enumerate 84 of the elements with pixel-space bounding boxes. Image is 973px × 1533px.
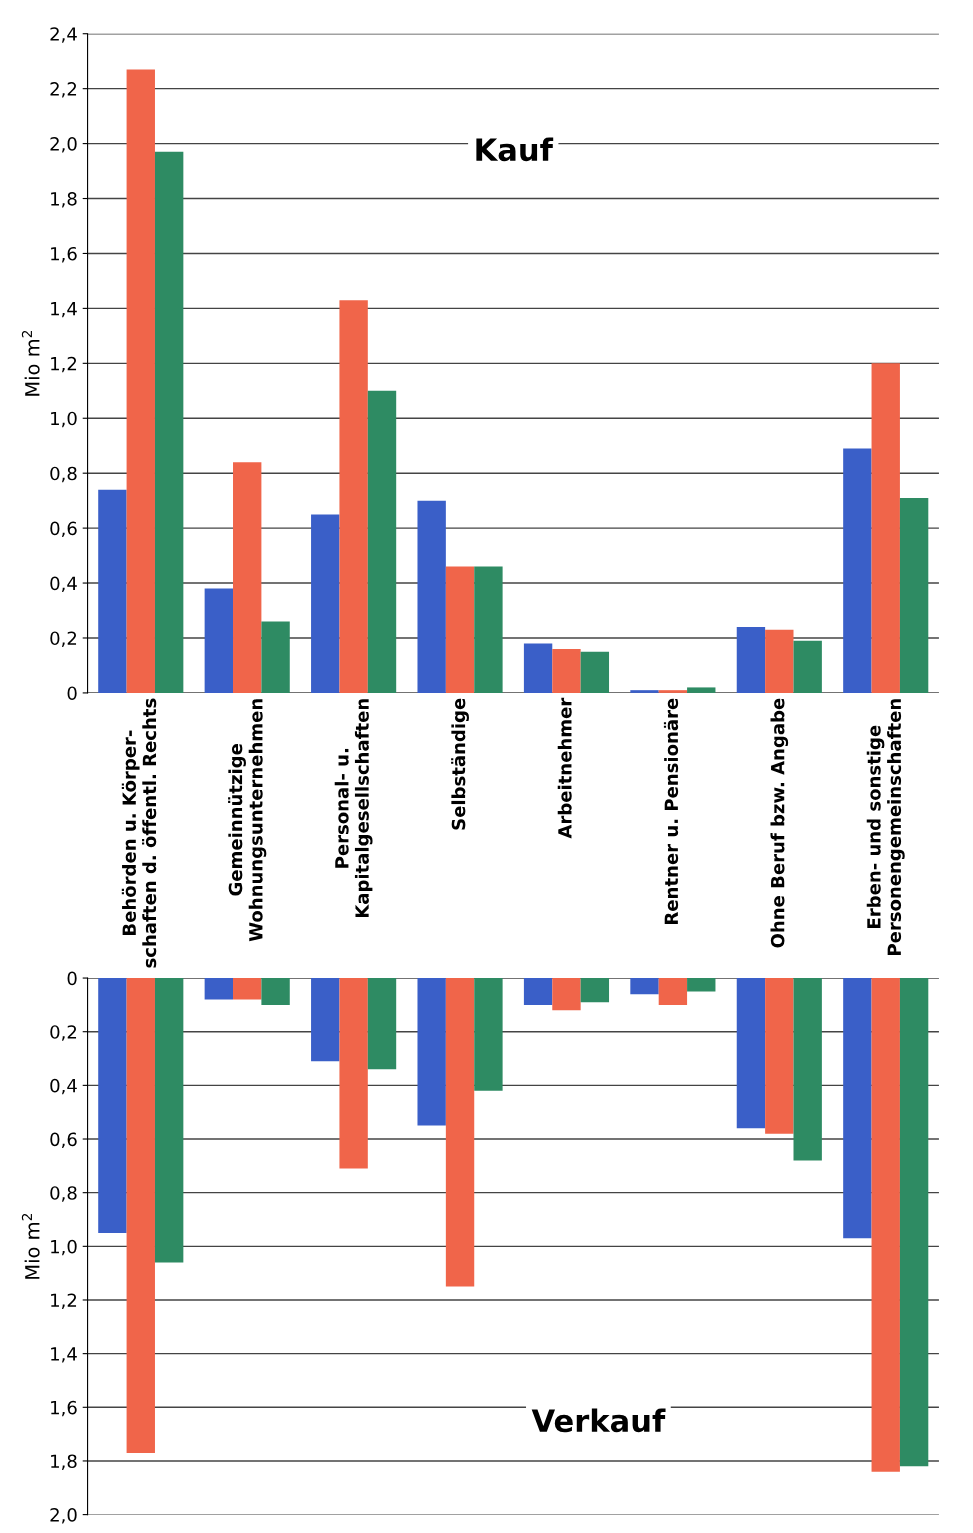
bar	[339, 300, 368, 693]
y-tick-label: 0,2	[50, 631, 77, 647]
y-tick-label: 1,4	[51, 302, 77, 318]
y-axis-title: Mio m$^{2}$	[21, 330, 40, 396]
bar	[687, 687, 716, 693]
y-tick-label: 2,4	[50, 27, 77, 43]
bar	[843, 978, 872, 1239]
bar	[367, 978, 397, 1070]
bar	[474, 978, 503, 1091]
y-tick-label: 0	[67, 971, 77, 986]
bar	[261, 621, 290, 693]
y-tick-label: 2,0	[50, 1508, 77, 1524]
bar	[126, 978, 155, 1453]
bar	[871, 978, 900, 1472]
bar	[98, 978, 127, 1233]
bar	[126, 69, 155, 693]
bar	[687, 978, 716, 992]
y-tick-label: 1,0	[51, 1239, 77, 1256]
bar	[445, 978, 475, 1287]
bar	[658, 690, 688, 693]
bar	[899, 978, 929, 1467]
y-tick-label: 0,6	[50, 521, 77, 538]
bar	[736, 978, 766, 1129]
bar	[367, 390, 397, 693]
y-tick-label: 1,6	[51, 246, 77, 263]
y-tick-label: 0,4	[50, 576, 77, 593]
bar	[523, 643, 553, 693]
y-tick-label: 1,6	[51, 1400, 77, 1417]
y-tick-label: 1,2	[51, 1293, 77, 1309]
bar	[793, 978, 822, 1161]
bar	[580, 651, 610, 693]
bar	[474, 566, 503, 693]
y-tick-label: 2,2	[50, 82, 77, 98]
y-tick-label: 0,8	[50, 1186, 77, 1202]
bar	[658, 978, 688, 1005]
bar	[233, 462, 262, 693]
y-tick-label: 2,0	[50, 137, 77, 153]
y-tick-label: 1,0	[51, 411, 77, 428]
bar	[580, 978, 610, 1003]
y-tick-label: 1,4	[51, 1347, 77, 1363]
y-tick-label: 1,8	[51, 1454, 77, 1470]
bar	[793, 640, 822, 693]
bar	[204, 588, 234, 693]
x-tick-label: Selbständige	[451, 698, 469, 830]
bar	[630, 690, 659, 693]
y-tick-label: 0,4	[50, 1078, 77, 1095]
bar	[899, 497, 929, 693]
bar	[311, 978, 340, 1062]
x-tick-label: Ohne Beruf bzw. Angabe	[770, 698, 789, 948]
bar	[765, 629, 794, 693]
y-tick-label: 0,6	[50, 1132, 77, 1148]
x-tick-label: Behörden u. Körper- schaften d. öffentl. Rechts	[121, 698, 157, 968]
x-tick-label: Personal- u. Kapitalgesellschaften	[334, 699, 373, 918]
y-tick-label: 1,2	[51, 356, 77, 373]
bar	[339, 978, 368, 1169]
bar	[552, 978, 581, 1011]
x-tick-label: Erben- und sonstige Personengemeinschaften	[866, 699, 905, 955]
x-tick-label: Gemeinnützige Wohnungsunternehmen	[228, 699, 267, 942]
bar	[417, 500, 446, 693]
y-axis-title: Mio m$^{2}$	[21, 1213, 40, 1279]
bar	[233, 978, 262, 1000]
bar	[630, 978, 659, 995]
bar	[552, 648, 581, 693]
bar	[204, 978, 234, 1000]
y-tick-label: 0,2	[50, 1025, 77, 1041]
bar	[98, 489, 127, 693]
bar	[154, 978, 184, 1263]
bar	[154, 151, 184, 693]
x-tick-label: Arbeitnehmer	[557, 697, 572, 839]
annotation: Verkauf	[531, 1408, 666, 1433]
x-tick-label: Rentner u. Pensionäre	[663, 698, 679, 924]
y-tick-label: 0,8	[50, 466, 77, 483]
bar	[765, 978, 794, 1134]
y-tick-label: 0	[67, 686, 77, 701]
bar	[261, 978, 290, 1005]
y-tick-label: 1,8	[51, 191, 77, 208]
bar	[417, 978, 446, 1126]
annotation: Kauf	[476, 137, 554, 162]
bar	[311, 514, 340, 693]
bar	[523, 978, 553, 1005]
bar	[445, 566, 475, 693]
bar	[736, 627, 766, 693]
bar	[843, 448, 872, 693]
bar	[871, 363, 900, 693]
